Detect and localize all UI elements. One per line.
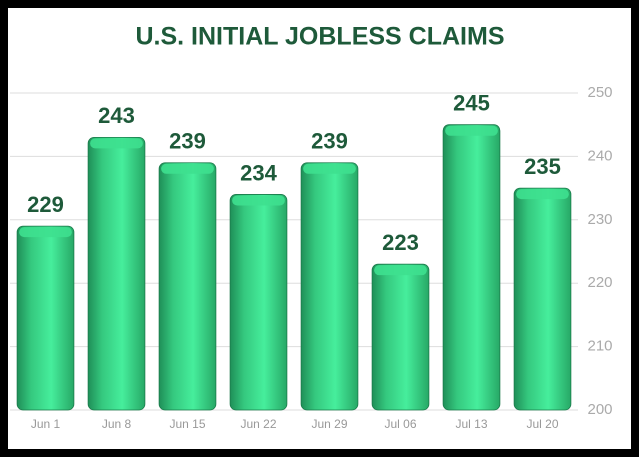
- x-tick-label: Jun 1: [31, 417, 61, 431]
- bar-cap: [161, 163, 214, 174]
- x-tick-label: Jun 15: [169, 417, 205, 431]
- value-label: 239: [311, 129, 348, 154]
- value-label: 234: [240, 160, 277, 185]
- bar: [513, 187, 572, 411]
- x-tick-label: Jul 06: [384, 417, 416, 431]
- value-label: 223: [382, 230, 419, 255]
- bar-cap: [516, 189, 569, 200]
- x-tick-label: Jun 22: [240, 417, 276, 431]
- y-tick-label: 200: [587, 401, 612, 418]
- y-tick-label: 240: [587, 147, 612, 164]
- bar: [16, 225, 75, 411]
- bar: [158, 162, 217, 411]
- bar-cap: [445, 125, 498, 136]
- value-label: 239: [169, 129, 206, 154]
- bar: [229, 194, 288, 411]
- bar-cap: [90, 138, 143, 149]
- y-tick-label: 230: [587, 211, 612, 228]
- bar: [442, 124, 501, 411]
- bar: [371, 263, 430, 411]
- bar: [87, 136, 146, 411]
- x-tick-label: Jun 29: [311, 417, 347, 431]
- value-label: 229: [27, 192, 64, 217]
- x-tick-label: Jul 13: [455, 417, 487, 431]
- y-tick-label: 210: [587, 338, 612, 355]
- bar: [300, 162, 359, 411]
- x-tick-label: Jul 20: [526, 417, 558, 431]
- value-label: 245: [453, 91, 490, 116]
- x-tick-label: Jun 8: [102, 417, 132, 431]
- value-label: 235: [524, 154, 561, 179]
- chart-title: U.S. INITIAL JOBLESS CLAIMS: [135, 23, 504, 51]
- y-tick-label: 250: [587, 84, 612, 101]
- bar-cap: [232, 195, 285, 206]
- bar-cap: [19, 227, 72, 238]
- bar-cap: [303, 163, 356, 174]
- bar-cap: [374, 265, 427, 276]
- value-label: 243: [98, 103, 135, 128]
- y-tick-label: 220: [587, 274, 612, 291]
